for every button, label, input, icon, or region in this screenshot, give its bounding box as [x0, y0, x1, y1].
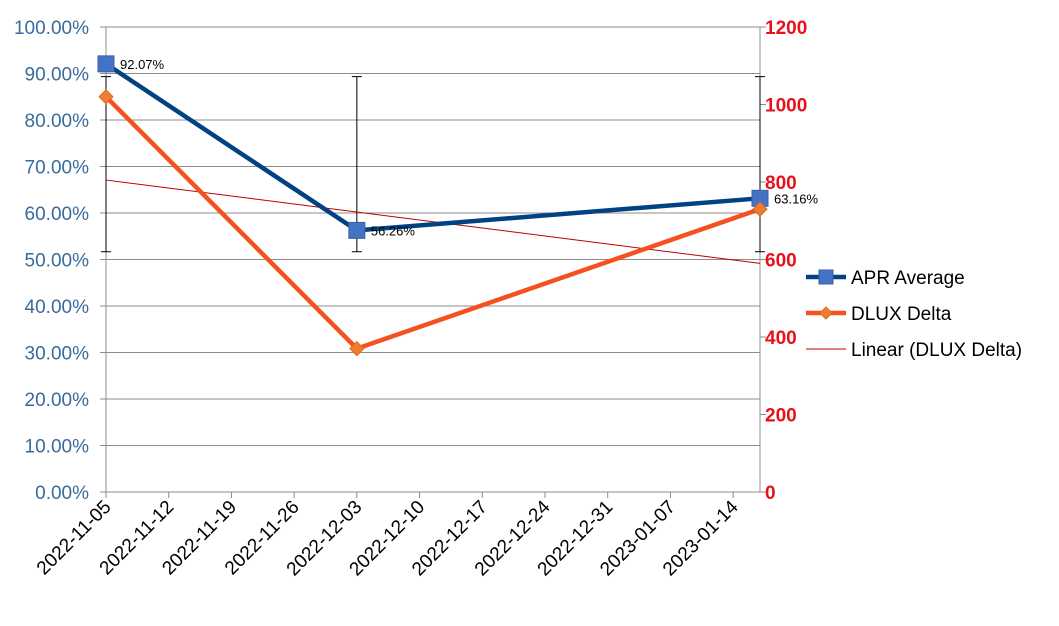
- point-dlux-delta: [98, 89, 114, 105]
- left-y-tick-label: 30.00%: [25, 344, 90, 365]
- series-line-apr-average: [104, 61, 761, 233]
- legend-label-linear-dlux-delta: Linear (DLUX Delta): [851, 340, 1022, 361]
- left-y-tick-label: 80.00%: [25, 111, 90, 132]
- legend-label-dlux-delta: DLUX Delta: [851, 304, 952, 325]
- data-label: 63.16%: [774, 191, 819, 206]
- point-apr-average: [97, 55, 115, 73]
- left-y-tick-label: 90.00%: [25, 65, 90, 86]
- legend: APR Average DLUX Delta Linear (DLUX Delta): [806, 268, 1022, 361]
- point-dlux-delta: [349, 340, 365, 357]
- left-y-tick-label: 20.00%: [25, 390, 90, 411]
- series-layer: [97, 55, 769, 357]
- trendline-linear-dlux-delta: [105, 179, 761, 264]
- x-axis-tick-labels: 2022-11-052022-11-122022-11-192022-11-26…: [33, 496, 743, 580]
- left-y-axis-tick-labels: 0.00% 10.00% 20.00% 30.00% 40.00% 50.00% 60.00…: [14, 18, 89, 504]
- legend-marker-dlux-delta: [819, 306, 833, 320]
- right-y-tick-label: 1000: [765, 96, 807, 117]
- left-y-tick-label: 100.00%: [14, 18, 89, 39]
- left-y-tick-label: 40.00%: [25, 297, 90, 318]
- left-y-tick-label: 0.00%: [35, 483, 89, 504]
- legend-marker-apr-average: [818, 269, 834, 285]
- data-labels: 92.07% 56.26% 63.16%: [120, 57, 819, 239]
- left-y-tick-label: 70.00%: [25, 158, 90, 179]
- right-y-tick-label: 0: [765, 483, 776, 504]
- right-y-tick-label: 1200: [765, 18, 807, 39]
- gridlines: [106, 26, 760, 446]
- left-y-tick-label: 10.00%: [25, 437, 90, 458]
- right-y-tick-label: 600: [765, 251, 797, 272]
- axes: [100, 26, 766, 498]
- right-y-axis-tick-labels: 0 200 400 600 800 1000 1200: [765, 18, 807, 504]
- data-label: 56.26%: [371, 223, 416, 238]
- right-y-tick-label: 400: [765, 328, 797, 349]
- left-y-tick-label: 60.00%: [25, 204, 90, 225]
- data-label: 92.07%: [120, 57, 165, 72]
- left-y-tick-label: 50.00%: [25, 251, 90, 272]
- right-y-tick-label: 200: [765, 406, 797, 427]
- point-apr-average: [348, 221, 366, 239]
- point-dlux-delta: [752, 201, 768, 217]
- right-y-tick-label: 800: [765, 173, 797, 194]
- legend-label-apr-average: APR Average: [851, 268, 965, 289]
